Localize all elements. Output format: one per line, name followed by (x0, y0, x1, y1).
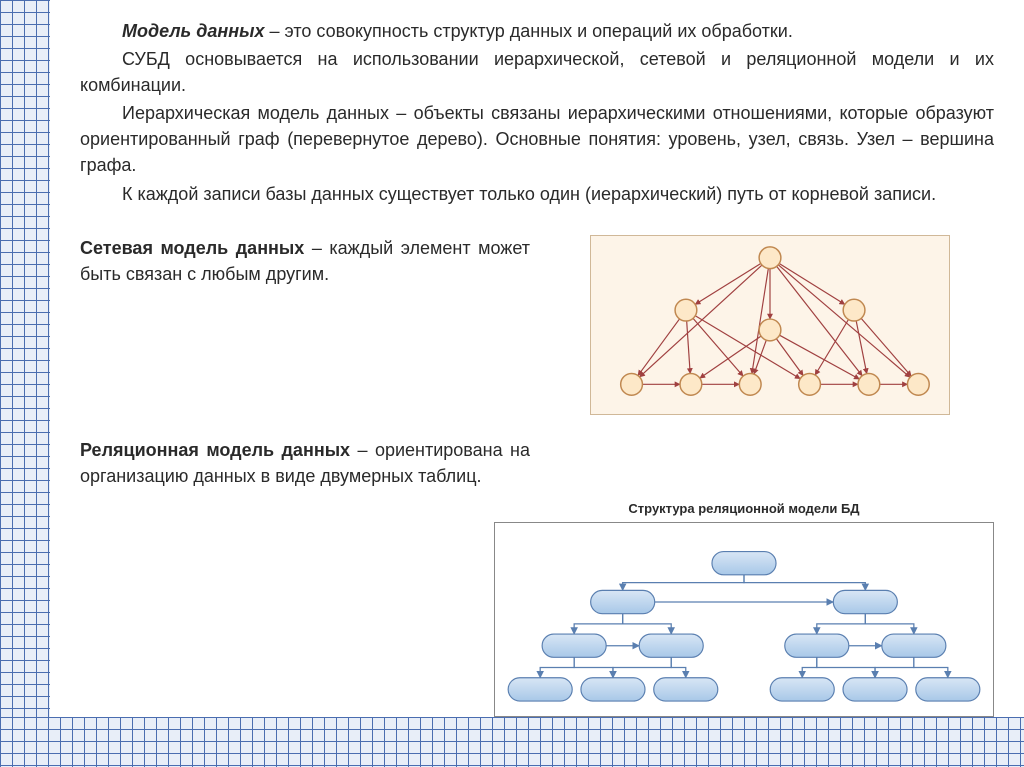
network-diagram (590, 235, 950, 415)
decorative-grid-bottom (0, 717, 1024, 767)
relational-diagram (494, 522, 994, 717)
relational-text: Реляционная модель данных – ориентирован… (80, 437, 530, 489)
relational-diagram-wrap: Структура реляционной модели БД (494, 501, 994, 717)
para-1-rest: – это совокупность структур данных и опе… (270, 21, 793, 41)
network-text: Сетевая модель данных – каждый элемент м… (80, 235, 530, 287)
para-1: Модель данных – это совокупность структу… (80, 18, 994, 44)
term-relational-model: Реляционная модель данных (80, 440, 350, 460)
network-row: Сетевая модель данных – каждый элемент м… (80, 235, 994, 415)
para-3: Иерархическая модель данных – объекты св… (80, 100, 994, 178)
term-data-model: Модель данных (122, 21, 265, 41)
para-2: СУБД основывается на использовании иерар… (80, 46, 994, 98)
decorative-grid-left (0, 0, 50, 767)
para-4: К каждой записи базы данных существует т… (80, 181, 994, 207)
term-network-model: Сетевая модель данных (80, 238, 304, 258)
slide-content: Модель данных – это совокупность структу… (50, 0, 1024, 717)
relational-diagram-title: Структура реляционной модели БД (494, 501, 994, 516)
